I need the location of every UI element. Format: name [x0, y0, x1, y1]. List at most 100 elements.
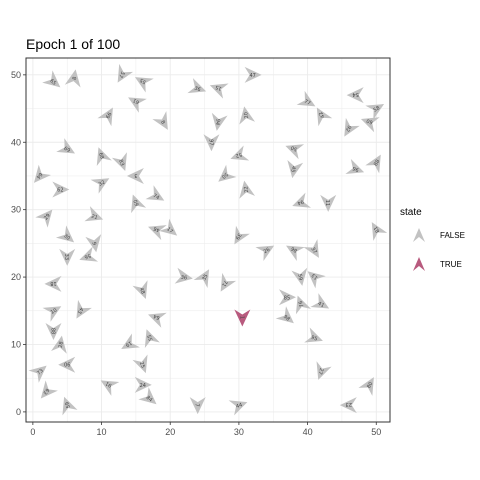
point-false: 59 [291, 267, 308, 286]
arrow-marker [344, 117, 360, 137]
arrow-marker [244, 66, 262, 83]
point-label: 36 [180, 275, 187, 282]
point-false: 92 [344, 117, 360, 137]
arrow-marker [42, 306, 62, 322]
point-false: 11 [320, 194, 337, 212]
point-false: 94 [211, 112, 228, 131]
arrow-marker [295, 295, 311, 315]
x-tick-label: 10 [97, 427, 107, 437]
arrow-marker [85, 234, 102, 253]
point-false: 91 [100, 380, 120, 396]
arrow-marker [117, 63, 134, 83]
point-label: 3 [134, 172, 137, 178]
point-false: 86 [286, 245, 305, 262]
point-label: 8 [72, 76, 78, 80]
point-label: 28 [58, 341, 65, 348]
point-false: 71 [220, 272, 237, 292]
point-false: 52 [230, 145, 250, 161]
point-label: 85 [284, 295, 290, 301]
arrow-marker [121, 333, 140, 349]
point-false: 74 [145, 185, 165, 201]
arrow-marker [358, 377, 374, 396]
point-false: 84 [138, 387, 157, 405]
arrow-marker [218, 164, 237, 182]
point-label: 80 [366, 381, 374, 390]
arrow-marker [84, 206, 104, 222]
point-false: 96 [345, 158, 365, 174]
point-false: 29 [35, 209, 53, 228]
arrow-marker [134, 376, 152, 393]
point-false: 36 [174, 267, 193, 284]
point-label: 45 [289, 165, 296, 172]
arrow-marker [187, 78, 207, 94]
point-label: 89 [99, 151, 107, 159]
point-label: 96 [351, 166, 359, 174]
arrow-marker [346, 87, 364, 104]
point-label: 90 [64, 361, 70, 367]
point-false: 24 [134, 376, 152, 393]
point-label: 94 [214, 118, 221, 125]
arrow-marker [234, 225, 250, 245]
point-false: 19 [121, 333, 140, 349]
point-label: 50 [290, 144, 298, 152]
point-label: 59 [296, 274, 303, 281]
point-false: 89 [96, 147, 112, 166]
chart-title: Epoch 1 of 100 [26, 36, 121, 52]
point-label: 55 [139, 77, 148, 85]
point-false: 39 [234, 225, 250, 245]
point-label: 74 [152, 193, 161, 201]
arrow-marker [278, 289, 296, 306]
point-label: 66 [105, 112, 113, 121]
point-label: 22 [243, 186, 250, 193]
arrow-marker [316, 107, 333, 127]
arrow-marker [56, 138, 76, 154]
point-false: 97 [203, 134, 220, 152]
arrow-marker [100, 380, 120, 396]
point-label: 52 [235, 151, 243, 159]
point-label: 37 [309, 246, 317, 255]
point-label: 55 [147, 333, 155, 341]
point-false: 20 [239, 106, 256, 125]
arrow-marker [128, 97, 147, 113]
arrow-marker [230, 145, 250, 161]
point-label: 9 [90, 241, 96, 245]
axes: 0 10 20 30 40 50 0 10 20 30 40 50 [11, 70, 381, 437]
y-tick-label: 0 [16, 407, 21, 417]
arrow-marker [292, 192, 311, 208]
point-label: 63 [41, 387, 50, 396]
arrow-marker [174, 267, 193, 284]
point-label: 59 [64, 401, 72, 409]
arrow-marker [310, 293, 330, 309]
x-tick-label: 0 [30, 427, 35, 437]
point-label: 91 [105, 380, 114, 388]
point-label: 43 [76, 306, 84, 315]
plot-panel [25, 57, 391, 423]
point-label: 60 [366, 117, 374, 125]
point-false: 81 [371, 222, 388, 241]
point-false: 85 [278, 289, 296, 306]
point-false: 55 [134, 77, 154, 93]
point-false: 56 [79, 246, 99, 262]
point-false: 21 [84, 206, 104, 222]
arrow-marker [228, 400, 248, 416]
point-false: 8 [64, 69, 81, 88]
point-label: 86 [290, 245, 299, 253]
point-false: 98 [275, 306, 294, 324]
point-label: 26 [263, 247, 272, 255]
point-label: 25 [138, 361, 146, 369]
point-label: 46 [153, 225, 161, 233]
point-false: 83 [111, 152, 127, 171]
arrow-marker [287, 159, 304, 179]
point-label: 83 [117, 159, 125, 167]
arrow-marker [316, 361, 332, 380]
point-false: 46 [148, 225, 167, 241]
arrow-marker [220, 272, 237, 292]
arrow-marker [275, 306, 294, 324]
point-label: 50 [220, 171, 229, 180]
x-tick-label: 20 [165, 427, 175, 437]
point-label: 8 [159, 120, 166, 126]
point-false: 42 [316, 107, 333, 127]
arrow-marker [79, 246, 99, 262]
point-label: 47 [249, 73, 255, 79]
